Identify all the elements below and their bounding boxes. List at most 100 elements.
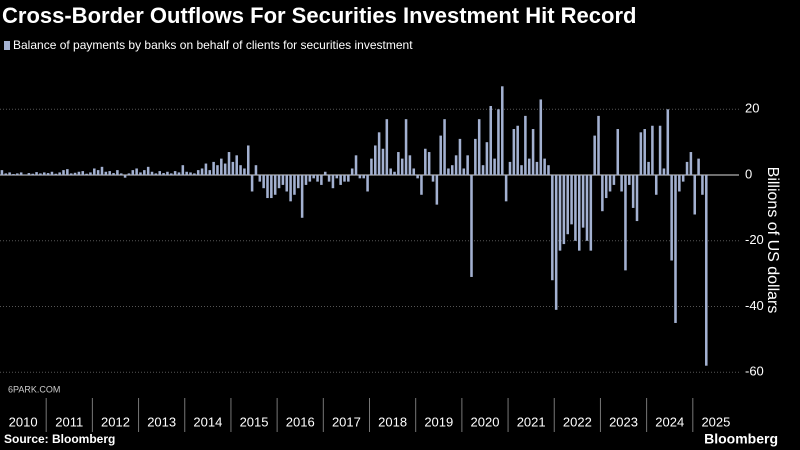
bar [69,173,73,176]
bar [266,175,269,199]
bar [162,173,165,176]
bar [73,172,77,176]
bar [300,175,304,218]
bar [243,168,246,176]
legend-label: Balance of payments by banks on behalf o… [13,38,413,52]
bar [0,170,4,176]
bar [343,175,346,182]
bar [631,175,635,208]
bar [593,135,596,176]
bar [439,135,442,176]
bar [477,119,481,176]
x-tick-label: 2015 [240,414,269,429]
bar [381,148,385,176]
bar [270,175,273,199]
bar [608,175,612,192]
bar [81,171,85,176]
bar [208,170,212,176]
bar [581,175,585,228]
bar [239,165,242,176]
bar [350,168,354,176]
bar [31,173,34,176]
bar [231,161,235,176]
bar [127,173,131,176]
x-tick-label: 2011 [55,414,83,429]
legend-swatch [4,41,10,50]
bar [358,175,362,179]
bar [54,173,58,176]
bar [320,175,323,185]
bar [685,161,689,176]
x-tick-label: 2013 [147,414,176,429]
bar [543,158,546,176]
bar [19,172,23,176]
bar [96,170,100,176]
x-tick-label: 2017 [332,414,361,429]
x-tick-label: 2016 [286,414,315,429]
x-tick-label: 2021 [517,414,546,429]
bar [58,172,61,176]
bar [150,171,154,176]
bar [354,155,358,176]
bar [666,109,670,176]
bar [628,175,631,185]
bar [116,170,119,176]
x-tick-label: 2014 [193,414,222,429]
bar [135,168,138,176]
bar [250,175,254,192]
bar [616,129,620,176]
bar [508,161,512,176]
bar [12,174,15,176]
bar [304,175,308,185]
x-tick-label: 2010 [9,414,38,429]
bar [123,175,127,178]
bar [385,119,389,176]
bar [554,175,558,310]
bar [658,125,662,176]
source: Source: Bloomberg [4,432,115,446]
bar [377,132,381,176]
bar [158,171,162,176]
bar [104,171,108,176]
bar [185,171,188,176]
bar [597,115,600,176]
bar [504,175,508,202]
bar [100,166,104,176]
bar [273,175,277,195]
bar [604,175,608,199]
x-tick-label: 2022 [563,414,592,429]
bar [189,172,192,176]
bar [531,129,535,176]
bar [327,175,331,182]
bar [173,171,177,176]
bar [297,175,300,189]
bar [166,171,169,176]
bar [8,172,11,176]
bar [131,170,135,176]
bar [89,172,92,176]
bar [216,165,219,176]
brand: Bloomberg [704,431,778,447]
x-tick-label: 2012 [101,414,130,429]
bar [424,148,427,176]
bar [281,175,285,185]
bar [200,168,204,176]
bar [227,152,231,176]
bar [643,129,646,176]
bar [639,132,643,176]
bar [27,173,31,176]
bar [370,158,373,176]
bar [119,173,123,176]
bar [435,175,439,205]
bar [312,175,315,179]
x-tick-label: 2019 [424,414,453,429]
bar [212,161,215,176]
bar [697,158,700,176]
bar [601,175,604,212]
y-tick-label: -20 [745,232,764,247]
bar [489,106,493,176]
bar [566,175,569,235]
watermark: 6PARK.COM [8,384,60,394]
bar [458,138,462,176]
bar [262,175,265,189]
